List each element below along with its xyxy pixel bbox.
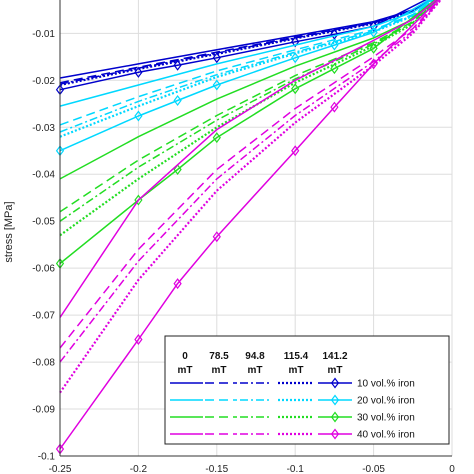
- data-point-marker: [173, 164, 182, 176]
- legend-field-header: 0: [182, 351, 188, 362]
- series-line-solid-diamond: [59, 0, 437, 265]
- y-tick-label: -0.06: [32, 264, 55, 275]
- legend-field-unit: mT: [289, 365, 304, 376]
- y-tick-label: -0.05: [32, 217, 55, 228]
- data-point-marker: [134, 334, 143, 346]
- data-point-marker: [134, 110, 143, 122]
- series-line-solid-diamond: [59, 0, 431, 152]
- data-point-marker: [330, 101, 339, 113]
- axes: -0.25 -0.2 -0.15 -0.1 -0.05 0 -0.01 -0.02 -0.03 -…: [32, 0, 455, 474]
- series-line-dotted: [59, 0, 433, 87]
- data-point-marker: [291, 52, 300, 64]
- data-point-marker: [173, 94, 182, 106]
- y-axis-label: stress [MPa]: [3, 201, 15, 262]
- y-tick-label: -0.03: [32, 123, 55, 134]
- legend-diamond-marker: [330, 377, 340, 389]
- data-point-marker: [173, 278, 182, 290]
- series-line-dashed: [59, 0, 432, 84]
- series-line-solid-diamond: [59, 0, 440, 450]
- series-line-solid: [59, 0, 437, 180]
- series-line-solid: [59, 0, 437, 318]
- data-point-marker: [291, 145, 300, 157]
- series-line-dashed: [59, 0, 438, 213]
- series-line-dotted: [59, 0, 443, 394]
- data-point-marker: [330, 28, 339, 40]
- legend-diamond-marker: [330, 411, 340, 423]
- x-tick-label: -0.15: [205, 464, 228, 474]
- legend-field-unit: mT: [212, 365, 227, 376]
- legend-field-header: 141.2: [322, 351, 347, 362]
- series-line-dotted: [59, 0, 440, 237]
- y-tick-label: -0.02: [32, 76, 55, 87]
- data-point-marker: [369, 42, 378, 54]
- x-tick-label: 0: [449, 464, 455, 474]
- data-point-marker: [291, 83, 300, 95]
- legend-row-label: 20 vol.% iron: [357, 396, 415, 407]
- data-point-marker: [134, 66, 143, 78]
- data-point-marker: [212, 52, 221, 64]
- y-tick-label: -0.07: [32, 311, 55, 322]
- series-lines: [55, 0, 443, 455]
- x-tick-label: -0.2: [130, 464, 148, 474]
- legend-row-label: 40 vol.% iron: [357, 430, 415, 441]
- x-tick-label: -0.25: [49, 464, 72, 474]
- data-point-marker: [291, 36, 300, 48]
- data-point-marker: [212, 79, 221, 91]
- legend-field-header: 78.5: [209, 351, 229, 362]
- y-tick-label: -0.04: [32, 170, 55, 181]
- y-tick-label: -0.08: [32, 358, 55, 369]
- x-tick-label: -0.1: [287, 464, 305, 474]
- y-tick-label: -0.09: [32, 405, 55, 416]
- data-point-marker: [330, 63, 339, 75]
- legend-row-label: 10 vol.% iron: [357, 379, 415, 390]
- x-tick-label: -0.05: [362, 464, 385, 474]
- series-line-dashed: [59, 0, 441, 349]
- y-tick-label: -0.1: [38, 452, 56, 463]
- legend-diamond-marker: [330, 428, 340, 440]
- legend-field-header: 94.8: [245, 351, 265, 362]
- legend-field-unit: mT: [328, 365, 343, 376]
- legend-diamond-marker: [330, 394, 340, 406]
- series-line-solid: [59, 0, 433, 107]
- legend-field-header: 115.4: [284, 351, 309, 362]
- legend-field-unit: mT: [248, 365, 263, 376]
- legend-box: [164, 335, 450, 445]
- legend-row-label: 30 vol.% iron: [357, 413, 415, 424]
- data-point-marker: [173, 59, 182, 71]
- data-point-marker: [212, 132, 221, 144]
- data-point-marker: [212, 231, 221, 243]
- y-tick-label: -0.01: [32, 29, 55, 40]
- legend: 0 mT 78.5 mT 94.8 mT 115.4 mT 141.2 mT 10 vol.% ir…: [164, 335, 450, 445]
- data-point-marker: [369, 26, 378, 38]
- data-point-marker: [369, 58, 378, 70]
- series-line-dashdot: [59, 0, 442, 363]
- legend-field-unit: mT: [178, 365, 193, 376]
- data-point-marker: [330, 39, 339, 51]
